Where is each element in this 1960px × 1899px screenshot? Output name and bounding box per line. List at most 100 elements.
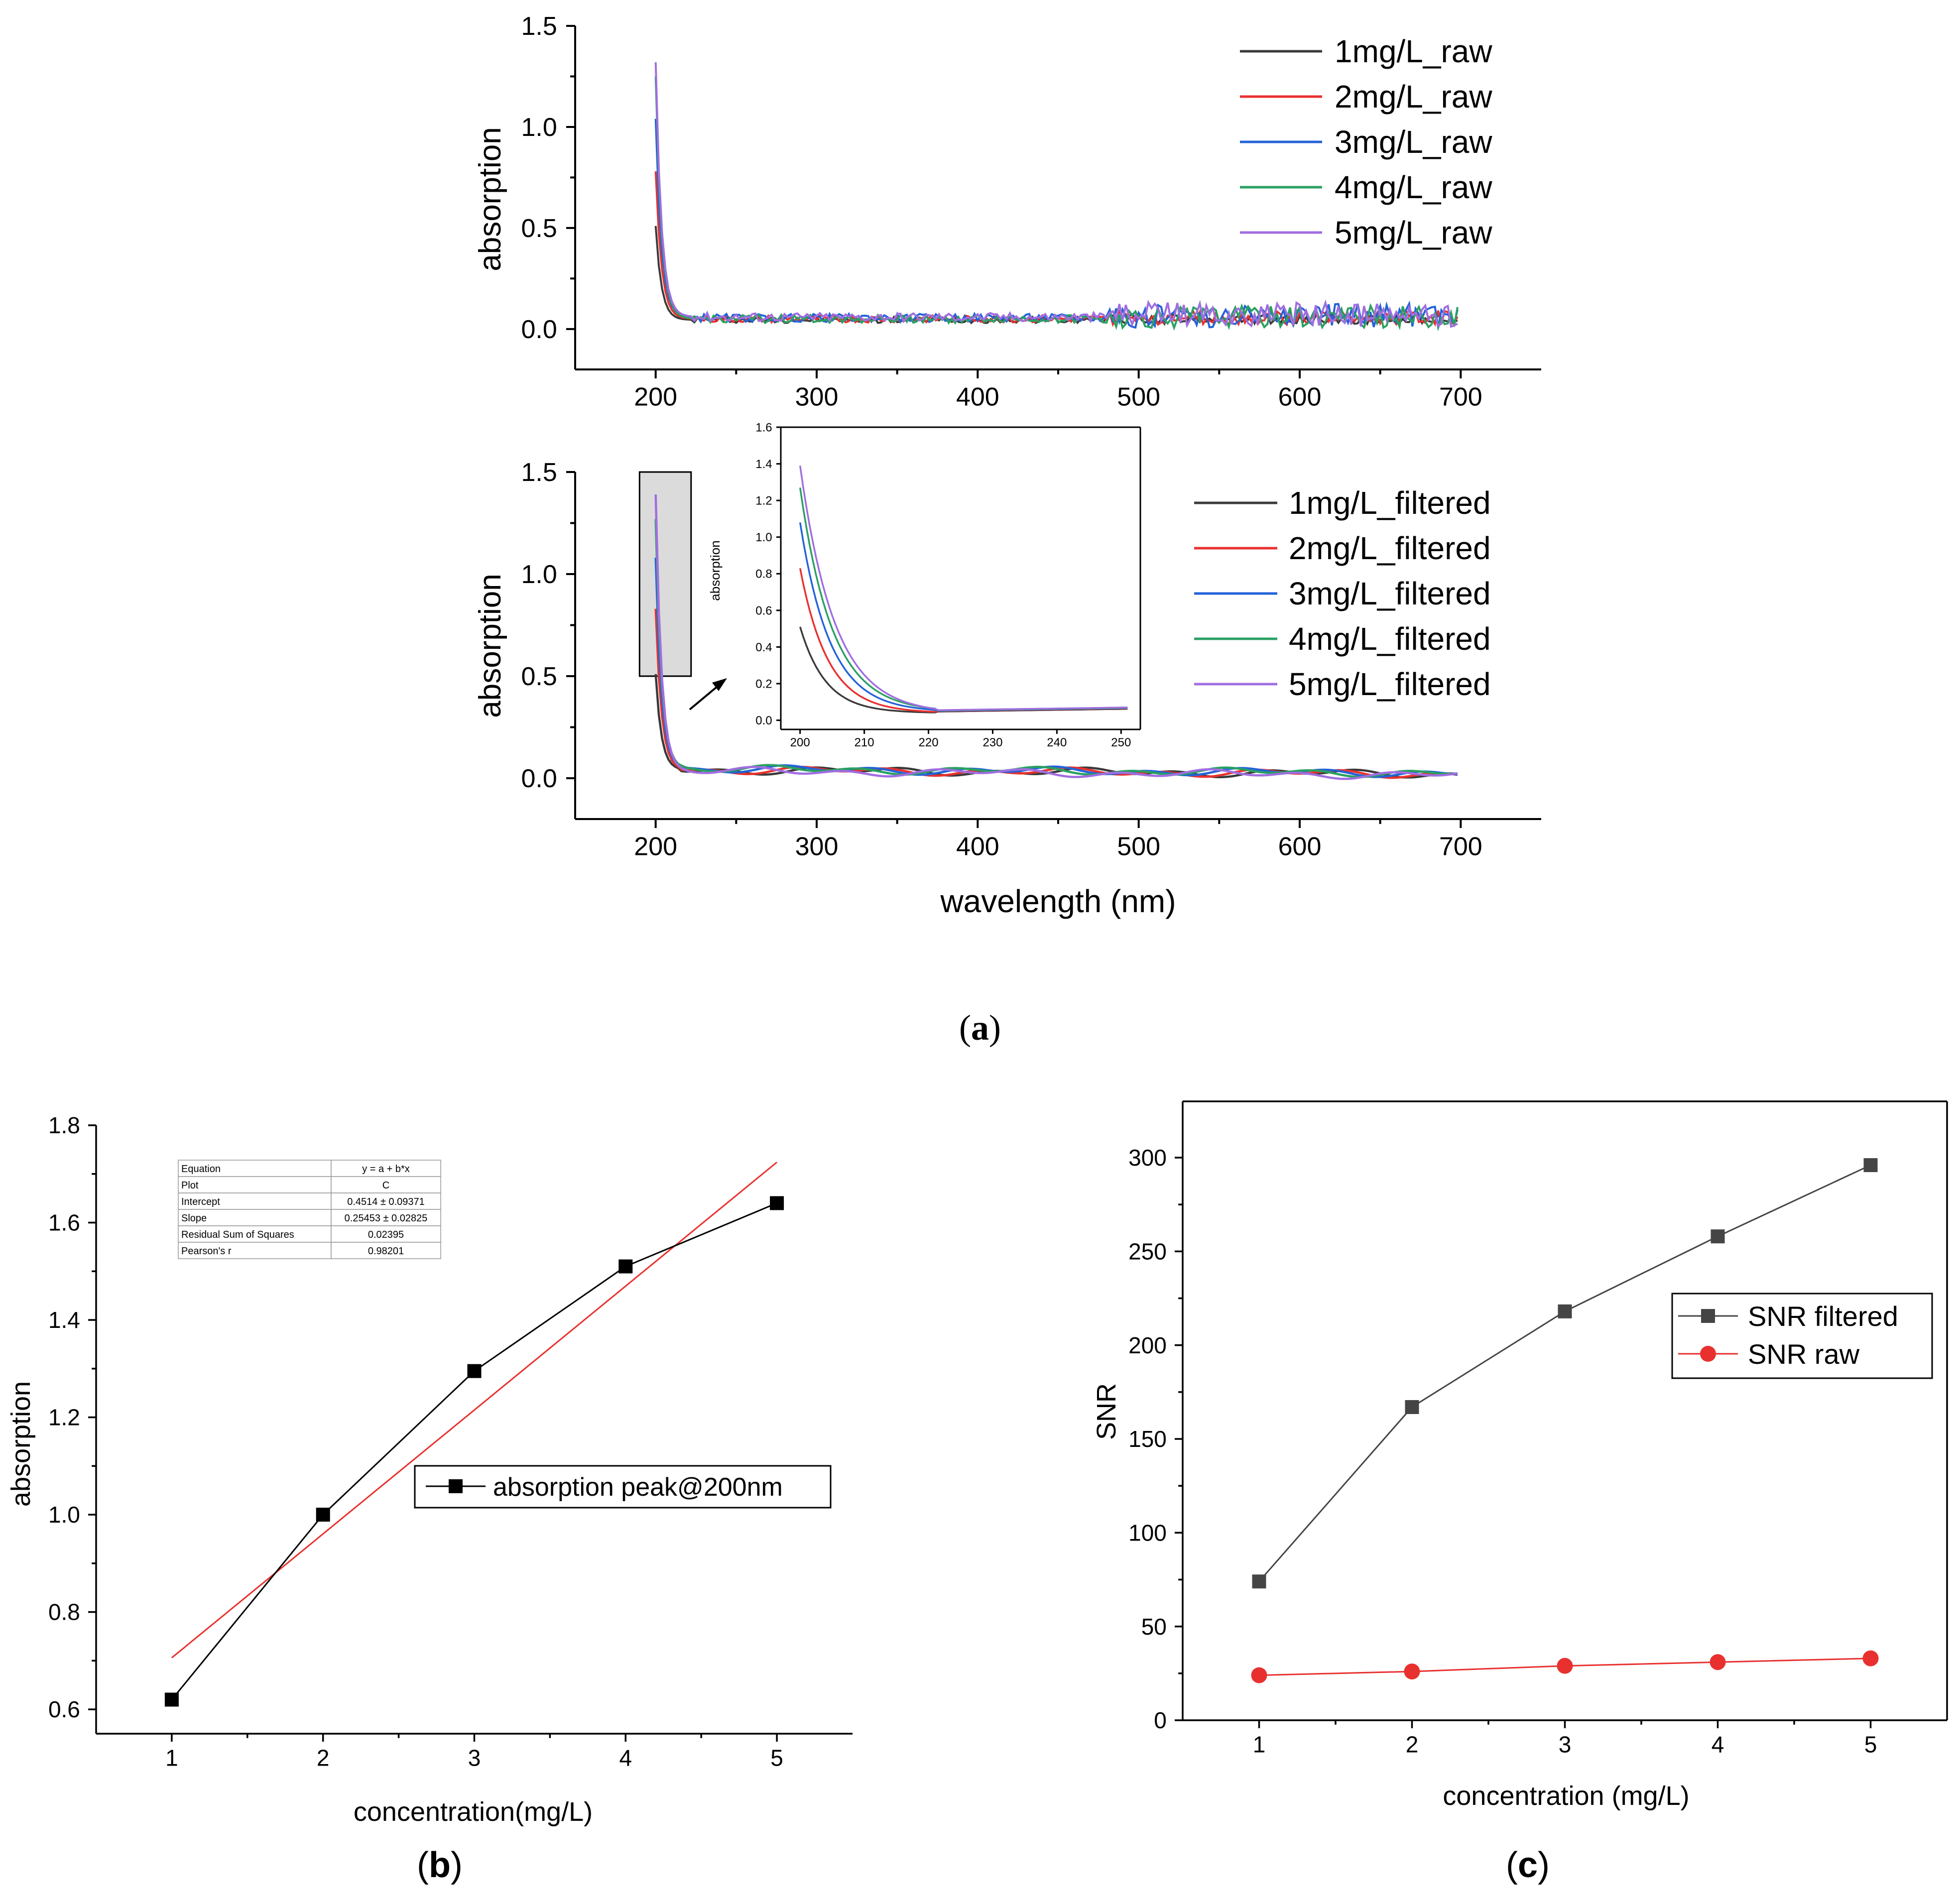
panel-c-x-tick-label: 3 [1559,1731,1572,1757]
inset-x-tick-label: 220 [919,736,939,749]
panel-b-x-tick-label: 4 [619,1745,632,1771]
panel-c-y-tick-label: 250 [1128,1238,1167,1264]
inset-y-tick-label: 0.0 [755,714,772,727]
panel-b-x-tick-label: 3 [468,1745,481,1771]
legend-raw-label-3: 3mg/L_raw [1335,124,1492,160]
panel-b-y-tick-label: 1.0 [48,1502,80,1528]
legend-raw-label-4: 4mg/L_raw [1335,169,1492,205]
inset-y-tick-label: 1.6 [755,421,772,434]
panel-c-y-tick-label: 200 [1128,1332,1167,1358]
legend-filtered-label-1: 1mg/L_filtered [1289,485,1491,521]
panel-c-y-tick-label: 150 [1128,1426,1167,1452]
fit-table-cell [331,1242,441,1259]
fit-table: Equation y = a + b*x Plot C Intercept 0.4514 … [178,1160,441,1259]
inset-y-tick-label: 0.6 [755,604,772,617]
inset-y-tick-label: 0.8 [755,568,772,581]
fit-table-key: Pearson's r [181,1246,232,1257]
panel-a-raw-x-tick-label: 400 [956,383,999,412]
legend-raw-label-5: 5mg/L_raw [1335,215,1492,250]
filtered-series-line-5 [654,494,1458,780]
fit-table-value: 0.25453 ± 0.02825 [345,1213,428,1224]
fit-table-cell [331,1209,441,1226]
inset-y-tick-label: 0.4 [755,641,772,654]
fit-table-value: 0.4514 ± 0.09371 [347,1196,425,1207]
legend-b-label: absorption peak@200nm [493,1473,783,1502]
filtered-series-line-1 [654,674,1458,779]
fit-table-value: C [382,1180,389,1191]
caption-a: (a) [959,1008,1001,1048]
inset-ylabel: absorption [708,540,723,600]
inset-y-tick-label: 1.2 [755,494,772,508]
panel-c-x-tick-label: 1 [1253,1731,1266,1757]
panel-a-filtered-x-tick-label: 600 [1278,832,1322,861]
panel-a-filtered-xlabel: wavelength (nm) [940,883,1176,919]
legend-filtered-label-4: 4mg/L_filtered [1289,621,1491,657]
snr-filtered-point [1558,1304,1572,1318]
zoom-region-box [638,471,692,677]
fit-table-value: 0.98201 [368,1246,404,1257]
legend-raw-label-2: 2mg/L_raw [1335,79,1492,115]
panel-c-ylabel: SNR [1092,1383,1121,1440]
panel-a-filtered-ylabel: absorption [473,574,507,718]
panel-a-raw-y-tick-label: 0.0 [521,315,557,344]
snr-raw-point [1862,1650,1879,1666]
panel-b-y-tick-label: 0.6 [48,1696,80,1722]
panel-c-y-tick-label: 0 [1154,1707,1167,1733]
legend-filtered-label-2: 2mg/L_filtered [1289,530,1491,566]
inset-x-tick-label: 230 [982,736,1002,749]
fit-table-key: Slope [181,1213,207,1224]
panel-b-y-tick-label: 1.6 [48,1210,80,1236]
panel-b-y-tick-label: 0.8 [48,1599,80,1625]
snr-filtered-point [1405,1400,1419,1414]
panel-a-raw-x-tick-label: 600 [1278,383,1322,412]
raw-series-line-5 [654,62,1458,329]
panel-a-filtered-x-tick-label: 400 [956,832,999,861]
panel-a-raw-x-tick-label: 300 [795,383,839,412]
panel-a-filtered-x-tick-label: 300 [795,832,839,861]
absorption-peak-point [770,1196,784,1210]
zoom-arrow-head [712,678,727,691]
panel-b-xlabel: concentration(mg/L) [354,1797,593,1827]
inset-series-line-1 [799,626,1128,713]
inset-y-tick-label: 1.4 [755,458,772,471]
panel-b-x-tick-label: 5 [770,1745,783,1771]
legend-filtered-label-3: 3mg/L_filtered [1289,576,1491,611]
caption-b-letter: b [429,1845,451,1885]
snr-raw-point [1710,1654,1726,1670]
panel-c-snr: SNR concentration (mg/L) 1 2 3 4 50501001502… [1092,1100,1948,1811]
inset-y-tick-label: 0.2 [755,677,772,691]
snr-filtered-point [1252,1574,1266,1589]
fit-table-value: 0.02395 [368,1229,404,1240]
panel-a-filtered-x-tick-label: 200 [634,832,677,861]
fit-table-cell [331,1160,441,1177]
absorption-peak-point [467,1364,482,1378]
raw-series-line-4 [654,76,1459,332]
inset-series-line-2 [799,568,1128,713]
inset-series-line-3 [799,522,1128,712]
legend-raw-label-1: 1mg/L_raw [1335,33,1492,69]
panel-c-xlabel: concentration (mg/L) [1443,1781,1689,1811]
inset-y-tick-label: 1.0 [755,531,772,544]
absorption-peak-point [164,1692,179,1707]
panel-b-x-tick-label: 1 [165,1745,178,1771]
panel-a-raw-x-tick-label: 200 [634,383,677,412]
panel-c-x-tick-label: 4 [1712,1731,1724,1757]
panel-b-x-tick-label: 2 [317,1745,330,1771]
absorption-peak-point [618,1259,633,1274]
panel-a-raw-y-tick-label: 1.5 [521,12,557,41]
fit-table-cell [178,1176,332,1193]
panel-b-y-tick-label: 1.4 [48,1307,80,1333]
panel-a-raw-ylabel: absorption [473,127,507,271]
fit-table-cell [178,1242,332,1259]
caption-c-letter: c [1518,1845,1538,1885]
panel-a-filtered-spectra: absorption wavelength (nm) 200 300 400 500 6… [473,421,1541,919]
panel-b-y-tick-label: 1.8 [48,1112,80,1138]
filtered-series-line-3 [654,558,1458,778]
panel-c-x-tick-label: 2 [1406,1731,1419,1757]
panel-c-x-tick-label: 5 [1864,1731,1877,1757]
fit-table-cell [178,1225,332,1243]
panel-a-filtered-x-tick-label: 500 [1117,832,1160,861]
fit-table-cell [331,1225,441,1243]
fit-table-value: y = a + b*x [362,1164,410,1175]
